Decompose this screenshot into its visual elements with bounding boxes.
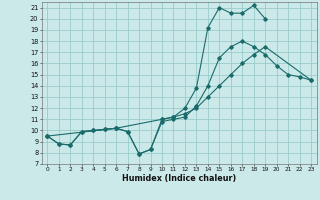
X-axis label: Humidex (Indice chaleur): Humidex (Indice chaleur) [122,174,236,183]
